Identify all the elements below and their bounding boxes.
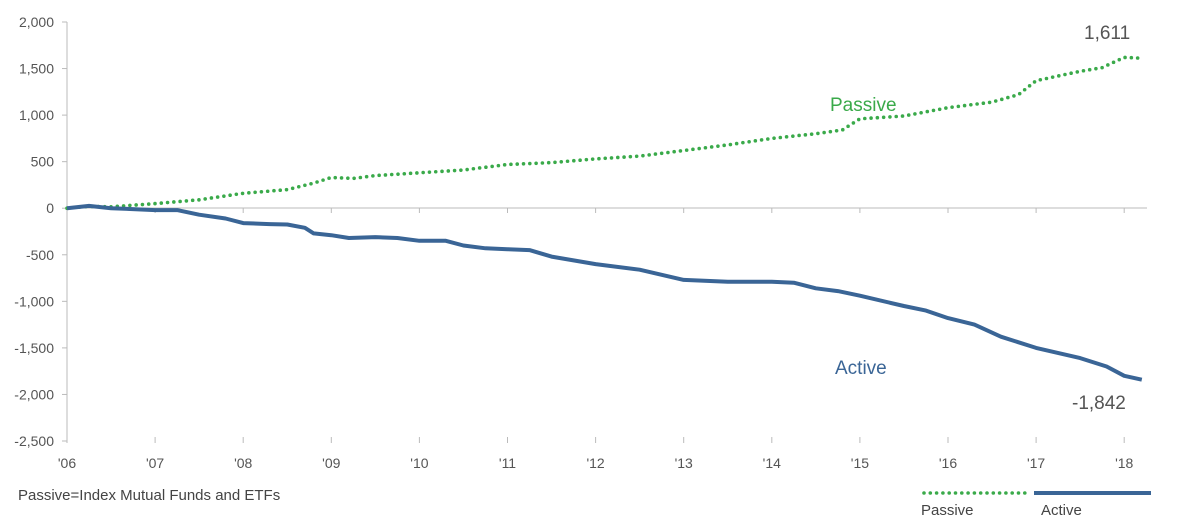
x-tick-label: '10 — [410, 455, 428, 471]
series-layer — [65, 55, 1144, 382]
x-tick-label: '06 — [58, 455, 76, 471]
y-tick-label: 1,500 — [19, 61, 54, 77]
label-layer: Passive Active 1,611 -1,842 — [830, 23, 1130, 414]
y-axis: 2,000 1,500 1,000 500 0 -500 -1,000 -1,500 -2,00… — [14, 14, 68, 449]
x-tick-label: '08 — [234, 455, 252, 471]
y-tick-label: 1,000 — [19, 107, 54, 123]
y-tick-label: -1,500 — [14, 340, 54, 356]
end-value-active: -1,842 — [1072, 393, 1126, 414]
footnote: Passive=Index Mutual Funds and ETFs — [18, 487, 281, 504]
series-line-active — [66, 203, 1143, 382]
x-tick-label: '13 — [675, 455, 693, 471]
x-tick-label: '16 — [939, 455, 957, 471]
y-tick-label: 0 — [46, 200, 54, 216]
x-tick-label: '07 — [146, 455, 164, 471]
y-tick-label: 500 — [31, 154, 55, 170]
y-tick-label: -2,500 — [14, 433, 54, 449]
series-name-active: Active — [835, 358, 887, 379]
x-tick-label: '14 — [763, 455, 781, 471]
series-line-passive — [65, 55, 1144, 210]
legend-label-active: Active — [1041, 502, 1082, 519]
x-tick-label: '18 — [1115, 455, 1133, 471]
y-tick-label: 2,000 — [19, 14, 54, 30]
x-tick-label: '09 — [322, 455, 340, 471]
x-tick-label: '12 — [586, 455, 604, 471]
x-tick-label: '11 — [499, 455, 516, 471]
y-tick-label: -2,000 — [14, 386, 54, 402]
x-tick-label: '15 — [851, 455, 869, 471]
series-name-passive: Passive — [830, 95, 897, 116]
end-value-passive: 1,611 — [1084, 23, 1130, 44]
x-tick-label: '17 — [1027, 455, 1045, 471]
y-tick-label: -500 — [26, 247, 54, 263]
x-axis: '06 '07 '08 '09 '10 '11 '12 '13 '14 '15 '16 '17 '18 — [58, 207, 1147, 471]
y-tick-label: -1,000 — [14, 293, 54, 309]
legend-label-passive: Passive — [921, 502, 974, 519]
